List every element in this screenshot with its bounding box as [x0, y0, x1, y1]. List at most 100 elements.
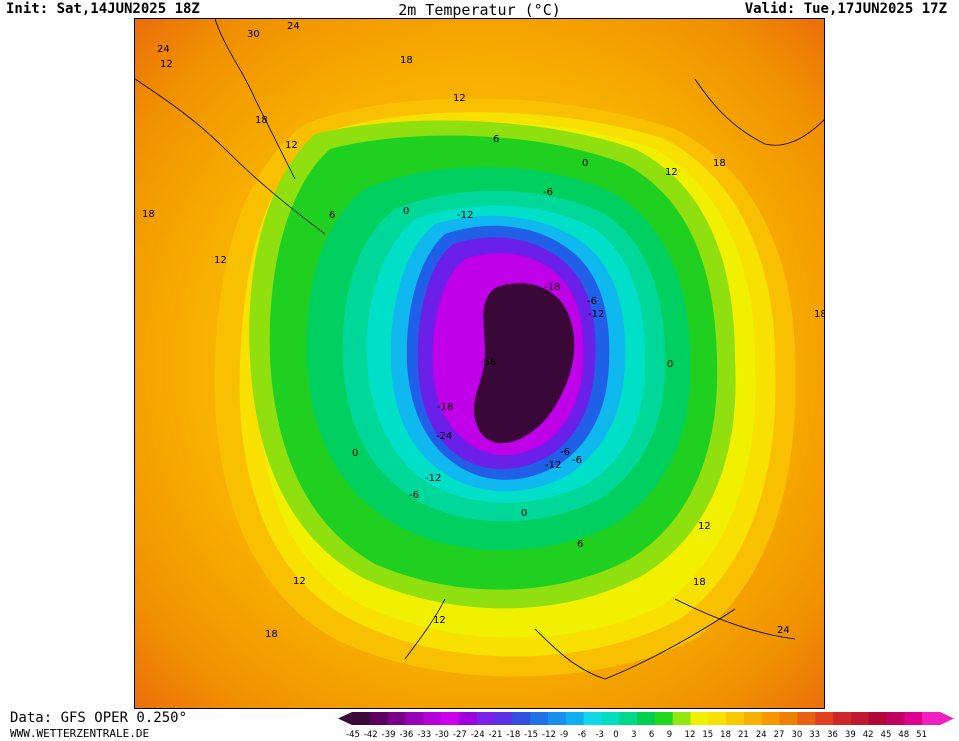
colorbar-swatch — [886, 712, 905, 725]
colorbar-tick-label: -24 — [471, 730, 485, 740]
colorbar-swatch — [690, 712, 709, 725]
contour-label: 12 — [293, 576, 306, 587]
colorbar-swatch — [779, 712, 798, 725]
colorbar-swatch — [744, 712, 763, 725]
contour-label: 12 — [698, 521, 711, 532]
colorbar-tick-label: 33 — [809, 730, 820, 740]
contour-label: 0 — [352, 448, 358, 459]
contour-label: 30 — [247, 29, 260, 40]
valid-time: Valid: Tue,17JUN2025 17Z — [744, 1, 947, 17]
colorbar-swatch — [619, 712, 638, 725]
contour-label: -12 — [457, 210, 473, 221]
colorbar-swatch — [352, 712, 371, 725]
colorbar-tick-label: -42 — [364, 730, 378, 740]
colorbar-swatch — [441, 712, 460, 725]
colorbar-labels: -45 -42 -39 -36 -33 -30 -27 -24 -21 -18 -15 -12 -9 -6… — [346, 730, 927, 740]
colorbar-swatch — [654, 712, 674, 725]
contour-label: 18 — [142, 209, 155, 220]
colorbar-tick-label: 42 — [863, 730, 874, 740]
contour-label: 18 — [814, 309, 825, 320]
colorbar-tick-label: -39 — [382, 730, 396, 740]
colorbar-tick-label: 3 — [631, 730, 636, 740]
contour-label: -18 — [544, 282, 560, 293]
colorbar-swatch — [850, 712, 870, 725]
coastlines — [135, 19, 824, 680]
contour-label: -12 — [588, 309, 604, 320]
temperature-field: 24 30 24 12 18 12 18 12 6 0 -6 -12 0 6 18 12 18 12 18 0 -6 -1… — [135, 19, 825, 708]
contour-label: 18 — [255, 115, 268, 126]
colorbar-swatch — [833, 712, 852, 725]
colorbar-tick-label: 30 — [791, 730, 802, 740]
colorbar-tick-label: 6 — [649, 730, 654, 740]
contour-label: 12 — [214, 255, 227, 266]
colorbar-tick-label: 24 — [756, 730, 767, 740]
contour-label: 18 — [400, 55, 413, 66]
colorbar-swatch — [458, 712, 478, 725]
website-url: WWW.WETTERZENTRALE.DE — [10, 727, 150, 740]
colorbar-tick-label: 51 — [916, 730, 927, 740]
colorbar-swatch — [405, 712, 424, 725]
colorbar-swatch — [815, 712, 834, 725]
colorbar-tick-label: -36 — [399, 730, 413, 740]
colorbar-tick-label: -9 — [560, 730, 568, 740]
colorbar-swatch — [601, 712, 620, 725]
contour-label: -58 — [480, 357, 496, 368]
colorbar-swatch — [387, 712, 406, 725]
colorbar-tick-label: 39 — [845, 730, 856, 740]
colorbar-swatch — [726, 712, 745, 725]
colorbar-tick-label: 21 — [738, 730, 749, 740]
colorbar-tick-label: -6 — [578, 730, 586, 740]
colorbar-tick-label: 18 — [720, 730, 731, 740]
colorbar: -45 -42 -39 -36 -33 -30 -27 -24 -21 -18 -15 -12 -9 -6… — [338, 712, 954, 740]
colorbar-tick-label: -15 — [524, 730, 538, 740]
colorbar-tick-label: 12 — [685, 730, 696, 740]
colorbar-tick-label: 45 — [881, 730, 892, 740]
colorbar-min-arrow — [338, 712, 352, 725]
contour-label: 12 — [285, 140, 298, 151]
colorbar-tick-label: -18 — [506, 730, 520, 740]
contour-label: -12 — [425, 473, 441, 484]
colorbar-swatch — [583, 712, 602, 725]
colorbar-swatch — [672, 712, 692, 725]
colorbar-swatch — [904, 712, 923, 725]
colorbar-tick-label: -45 — [346, 730, 360, 740]
colorbar-tick-label: -3 — [595, 730, 603, 740]
colorbar-swatch — [708, 712, 727, 725]
contour-label: -18 — [437, 402, 453, 413]
colorbar-swatch — [512, 712, 531, 725]
colorbar-max-arrow — [940, 712, 954, 725]
colorbar-tick-label: 36 — [827, 730, 838, 740]
colorbar-swatch — [476, 712, 496, 725]
colorbar-swatch — [565, 712, 585, 725]
contour-label: -6 — [409, 490, 419, 501]
colorbar-tick-label: -21 — [489, 730, 503, 740]
contour-label: 6 — [577, 539, 583, 550]
contour-label: 0 — [403, 206, 409, 217]
colorbar-tick-label: 27 — [774, 730, 785, 740]
colorbar-tick-label: -27 — [453, 730, 467, 740]
contour-label: -6 — [543, 187, 553, 198]
contour-label: 12 — [665, 167, 678, 178]
contour-label: 18 — [265, 629, 278, 640]
colorbar-tick-label: 15 — [702, 730, 713, 740]
contour-label: 24 — [157, 44, 170, 55]
colorbar-swatch — [423, 712, 442, 725]
colorbar-swatch — [868, 712, 888, 725]
contour-label: 0 — [667, 359, 673, 370]
contour-label: -6 — [560, 447, 570, 458]
contour-label: -12 — [545, 460, 561, 471]
contour-label: 12 — [433, 615, 446, 626]
colorbar-tick-label: 9 — [667, 730, 672, 740]
contour-label: 6 — [493, 134, 499, 145]
temperature-map: 24 30 24 12 18 12 18 12 6 0 -6 -12 0 6 18 12 18 12 18 0 -6 -1… — [134, 18, 825, 709]
colorbar-swatch — [797, 712, 816, 725]
contour-labels: 24 30 24 12 18 12 18 12 6 0 -6 -12 0 6 18 12 18 12 18 0 -6 -1… — [142, 21, 825, 640]
colorbar-swatch — [922, 712, 941, 725]
colorbar-swatch — [494, 712, 513, 725]
colorbar-tick-label: 48 — [898, 730, 909, 740]
colorbar-swatch — [530, 712, 549, 725]
contour-label: 18 — [713, 158, 726, 169]
init-time: Init: Sat,14JUN2025 18Z — [6, 1, 200, 17]
data-source: Data: GFS OPER 0.250° — [10, 710, 188, 726]
contour-label: 24 — [287, 21, 300, 32]
